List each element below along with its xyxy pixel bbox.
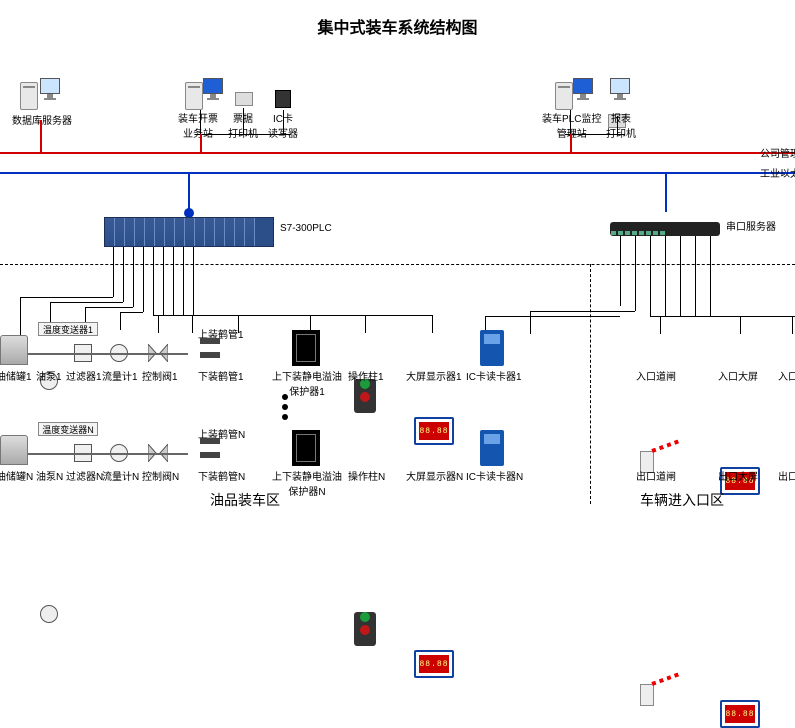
cluster1-drop: [200, 134, 202, 152]
ticket-printer: [235, 92, 253, 106]
db-server-drop: [40, 120, 42, 152]
db-server-label: 数据库服务器: [12, 112, 72, 127]
plc-drop: [188, 172, 190, 212]
out-gate-label: 出口道闸: [636, 468, 676, 483]
valve-n-label: 控制阀N: [142, 468, 179, 483]
ic-1: [480, 330, 504, 366]
zone-gate-label: 车辆进入口区: [640, 490, 724, 510]
out-display-label: 出口大屏: [718, 468, 758, 483]
plc-station: [555, 72, 591, 112]
in-gate-label: 入口道闸: [636, 368, 676, 383]
filter-1-label: 过滤器1: [66, 368, 102, 383]
tank-n: [0, 435, 28, 465]
tank-1: [0, 335, 28, 365]
plc: [104, 217, 274, 247]
arm-bot-1-label: 下装鹤管1: [198, 368, 244, 383]
arm-bot-n-label: 下装鹤管N: [198, 468, 245, 483]
report-printer-label: 报表 打印机: [606, 110, 636, 140]
cluster2-bus: [565, 134, 625, 135]
flow-n-label: 流量计N: [102, 468, 139, 483]
out-ic-label: 出口: [778, 468, 795, 483]
zone-boundary-h: [0, 264, 795, 265]
zone-boundary-v: [590, 264, 591, 504]
dots: [282, 390, 288, 424]
valve-n: [148, 444, 168, 467]
in-display-label: 入口大屏: [718, 368, 758, 383]
ticket-station-label: 装车开票 业务站: [178, 110, 218, 140]
plc-label: S7-300PLC: [280, 223, 332, 234]
arm-bot-n: [200, 452, 220, 458]
arm-top-n: [200, 438, 220, 444]
filter-n-label: 过滤器N: [66, 468, 103, 483]
pump-1-label: 油泵1: [36, 368, 62, 383]
static-1: [292, 330, 320, 366]
serial-server: [610, 222, 720, 236]
arm-top-1: [200, 338, 220, 344]
ic-n: [480, 430, 504, 466]
display-n: 88.88: [414, 650, 454, 678]
temp-1: 温度变送器1: [38, 322, 98, 336]
valve-1-label: 控制阀1: [142, 368, 178, 383]
static-n: [292, 430, 320, 466]
report-pc: [610, 78, 630, 100]
out-display: 88.88: [720, 700, 760, 728]
ic-n-label: IC卡读卡器N: [466, 468, 523, 483]
ticket-station: [185, 72, 221, 112]
zone-loading-label: 油品装车区: [210, 490, 280, 510]
op-col-1: [354, 379, 376, 413]
flow-1-label: 流量计1: [102, 368, 138, 383]
ind-net-label: 工业以太: [760, 165, 795, 180]
pump-n: [40, 605, 58, 623]
display-1-label: 大屏显示器1: [406, 368, 462, 383]
serial-server-label: 串口服务器: [726, 218, 776, 233]
display-n-label: 大屏显示器N: [406, 468, 463, 483]
tank-n-label: 油储罐N: [0, 468, 33, 483]
display-1: 88.88: [414, 417, 454, 445]
serial-drop: [665, 172, 667, 212]
pump-n-label: 油泵N: [36, 468, 63, 483]
tank-1-label: 油储罐1: [0, 368, 32, 383]
arm-bot-1: [200, 352, 220, 358]
mgmt-net-label: 公司管理: [760, 145, 795, 160]
page-title: 集中式装车系统结构图: [0, 14, 795, 38]
out-gate: [640, 684, 795, 706]
ind-net-line: [0, 172, 795, 174]
op-col-n-label: 操作柱N: [348, 468, 385, 483]
static-n-label: 上下装静电溢油 保护器N: [272, 468, 342, 498]
cluster1-bus: [195, 134, 290, 135]
temp-n: 温度变送器N: [38, 422, 98, 436]
op-col-n: [354, 612, 376, 646]
op-col-1-label: 操作柱1: [348, 368, 384, 383]
mgmt-net-line: [0, 152, 795, 154]
in-ic-label: 入口: [778, 368, 795, 383]
ic-writer: [275, 90, 291, 108]
db-server: [20, 72, 60, 112]
cluster2-drop: [570, 134, 572, 152]
valve-1: [148, 344, 168, 367]
ic-1-label: IC卡读卡器1: [466, 368, 522, 383]
